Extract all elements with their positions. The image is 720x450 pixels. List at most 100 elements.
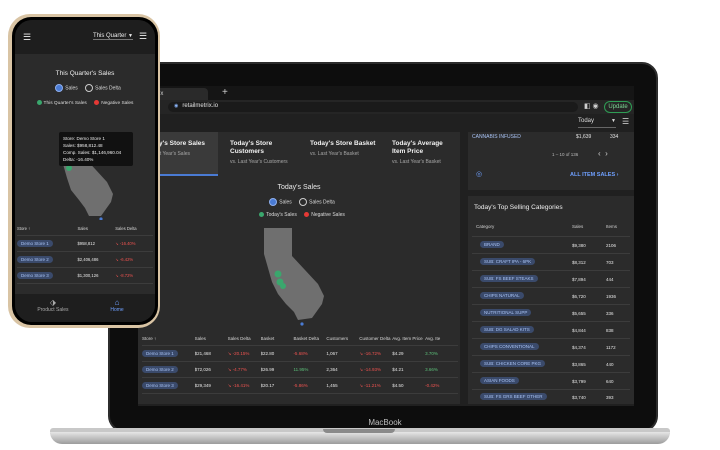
store-link[interactable]: Demo Store 3 — [142, 382, 178, 389]
col-avg-item-price[interactable]: Avg. Item Price — [392, 336, 423, 341]
col-sales[interactable]: Sales — [572, 224, 584, 229]
col-sales-delta[interactable]: Sales Delta — [115, 226, 137, 231]
chevron-right-icon[interactable]: › — [605, 149, 608, 158]
panel-title: Today's Top Selling Categories — [474, 204, 563, 211]
address-bar[interactable]: ◉ retailmetrix.io — [168, 102, 578, 112]
table-row[interactable]: NUTRITIONAL SUPP $5,655 336 — [472, 304, 630, 321]
tab-avg-item-price[interactable]: Today's Average Item Price vs. Last Year… — [386, 132, 460, 176]
california-map[interactable] — [258, 226, 338, 326]
table-row[interactable]: BRAND $9,380 2106 — [472, 236, 630, 253]
cell: 1,067 — [326, 351, 338, 356]
table-row[interactable]: ASIAN FOODS $3,799 640 — [472, 372, 630, 389]
filter-icon[interactable]: ☰ — [139, 31, 148, 41]
site-info-icon[interactable]: ◉ — [174, 103, 179, 109]
profile-icon[interactable]: ◧ ◉ — [584, 103, 599, 110]
category-link[interactable]: SUB: FS GRS BEEF OTHER — [480, 393, 547, 400]
radio-sales[interactable] — [55, 84, 64, 92]
filter-icon[interactable]: ☰ — [622, 117, 630, 126]
phone-header: ☰ This Quarter ▼ ☰ — [15, 20, 155, 54]
col-customer-delta[interactable]: Customer Delta — [359, 336, 391, 341]
laptop-base-lower — [50, 432, 670, 444]
chart-title: Today's Sales — [277, 184, 321, 191]
cell: 393 — [606, 395, 614, 400]
table-row[interactable]: Demo Store 3 $29,349 ↘ -16.41% $20.17 -5… — [142, 378, 458, 394]
category-link[interactable]: NUTRITIONAL SUPP — [480, 309, 532, 316]
col-store[interactable]: Store ↑ — [17, 226, 31, 231]
radio-sales-delta[interactable] — [299, 198, 308, 206]
table-row[interactable]: Demo Store 1 $21,468 ↘ -20.15% $22.80 -5… — [142, 346, 458, 362]
table-row[interactable]: Demo Store 2 $72,026 ↘ -4.77% $26.99 11.… — [142, 362, 458, 378]
cell: $3,740 — [572, 395, 586, 400]
update-button[interactable]: Update — [604, 101, 632, 113]
list-item[interactable]: CANNABIS INFUSED $1,639 334 — [472, 134, 630, 144]
category-link[interactable]: CHIPS CONVENTIONAL — [480, 343, 539, 350]
cell: $29,349 — [194, 383, 211, 388]
cell: $5,655 — [572, 311, 586, 316]
store-link[interactable]: Demo Store 1 — [17, 240, 53, 247]
col-sales[interactable]: Sales — [77, 226, 88, 231]
col-sales-delta[interactable]: Sales Delta — [227, 336, 251, 341]
top-categories-panel: Today's Top Selling Categories Category … — [468, 196, 634, 404]
category-link[interactable]: ASIAN FOODS — [480, 377, 519, 384]
table-row[interactable]: Demo Store 1 $958,812 ↘ -16.40% — [17, 236, 153, 252]
table-row[interactable]: SUB: FS GRS BEEF OTHER $3,740 393 — [472, 389, 630, 404]
table-row[interactable]: Demo Store 3 $1,300,126 ↘ -8.72% — [17, 268, 153, 284]
period-select[interactable]: Today ▼ — [578, 118, 616, 128]
home-icon: ⌂ — [114, 298, 120, 307]
cell: 2106 — [606, 243, 617, 248]
table-row[interactable]: Demo Store 2 $2,406,486 ↘ -6.42% — [17, 252, 153, 268]
table-row[interactable]: SUB: FS BEEF STEAKS $7,894 444 — [472, 270, 630, 287]
store-link[interactable]: Demo Store 2 — [17, 256, 53, 263]
nav-product-sales[interactable]: ⬗ Product Sales — [23, 298, 83, 313]
nav-home[interactable]: ⌂ Home — [87, 298, 147, 313]
kpi-title: Today's Store Basket — [310, 140, 376, 147]
col-store[interactable]: Store ↑ — [142, 336, 157, 341]
table-header: Store ↑ Sales Sales Delta — [17, 222, 153, 236]
item-label[interactable]: CANNABIS INFUSED — [472, 134, 521, 140]
radio-sales-delta[interactable] — [85, 84, 94, 92]
store-link[interactable]: Demo Store 2 — [142, 366, 178, 373]
category-link[interactable]: SUB: CRAFT IPA - 6PK — [480, 258, 536, 265]
table-row[interactable]: SUB: DG SALAD KITS $4,844 838 — [472, 321, 630, 338]
all-item-sales-link[interactable]: ALL ITEM SALES › — [570, 172, 619, 178]
new-tab-button[interactable]: + — [222, 87, 228, 98]
store-link[interactable]: Demo Store 1 — [142, 350, 178, 357]
cell: ↘ -16.72% — [359, 350, 382, 356]
tab-store-customers[interactable]: Today's Store Customers vs. Last Year's … — [224, 132, 302, 176]
cell: $22.80 — [260, 351, 275, 356]
col-category[interactable]: Category — [476, 224, 495, 229]
cell: $4.29 — [392, 351, 404, 356]
kpi-subtitle: vs. Last Year's Customers — [230, 159, 288, 165]
period-select-value: Today — [578, 118, 595, 124]
category-link[interactable]: SUB: CHICKEN CORE PKG — [480, 360, 546, 367]
radio-delta-label: Sales Delta — [309, 199, 335, 206]
table-row[interactable]: SUB: CHICKEN CORE PKG $3,865 440 — [472, 355, 630, 372]
cell: 444 — [606, 277, 614, 282]
col-customers[interactable]: Customers — [326, 336, 349, 341]
period-select[interactable]: This Quarter ▼ — [93, 33, 133, 40]
menu-icon[interactable]: ☰ — [23, 32, 32, 42]
tooltip-store: Store: Demo Store 1 — [63, 136, 105, 141]
cell: ↘ -6.42% — [115, 257, 134, 262]
table-row[interactable]: CHIPS NATURAL $6,720 1936 — [472, 287, 630, 304]
col-basket-delta[interactable]: Basket Delta — [293, 336, 319, 341]
col-avg-item-delta[interactable]: Avg. Ite — [425, 336, 441, 341]
period-select-value: This Quarter — [93, 33, 127, 39]
chevron-left-icon[interactable]: ‹ — [598, 149, 601, 158]
store-marker — [66, 165, 72, 171]
kpi-title: Today's Store Sales — [144, 140, 206, 147]
col-sales[interactable]: Sales — [194, 336, 206, 341]
category-link[interactable]: SUB: DG SALAD KITS — [480, 326, 534, 333]
tab-store-basket[interactable]: Today's Store Basket vs. Last Year's Bas… — [304, 132, 384, 176]
table-row[interactable]: CHIPS CONVENTIONAL $4,374 1172 — [472, 338, 630, 355]
col-basket[interactable]: Basket — [260, 336, 275, 341]
col-items[interactable]: Items — [606, 224, 618, 229]
cell: $9,380 — [572, 243, 586, 248]
category-link[interactable]: BRAND — [480, 241, 504, 248]
category-link[interactable]: CHIPS NATURAL — [480, 292, 524, 299]
cell: ↘ -8.72% — [115, 273, 134, 278]
store-link[interactable]: Demo Store 3 — [17, 272, 53, 279]
radio-sales[interactable] — [269, 198, 278, 206]
table-row[interactable]: SUB: CRAFT IPA - 6PK $8,312 703 — [472, 253, 630, 270]
category-link[interactable]: SUB: FS BEEF STEAKS — [480, 275, 538, 282]
